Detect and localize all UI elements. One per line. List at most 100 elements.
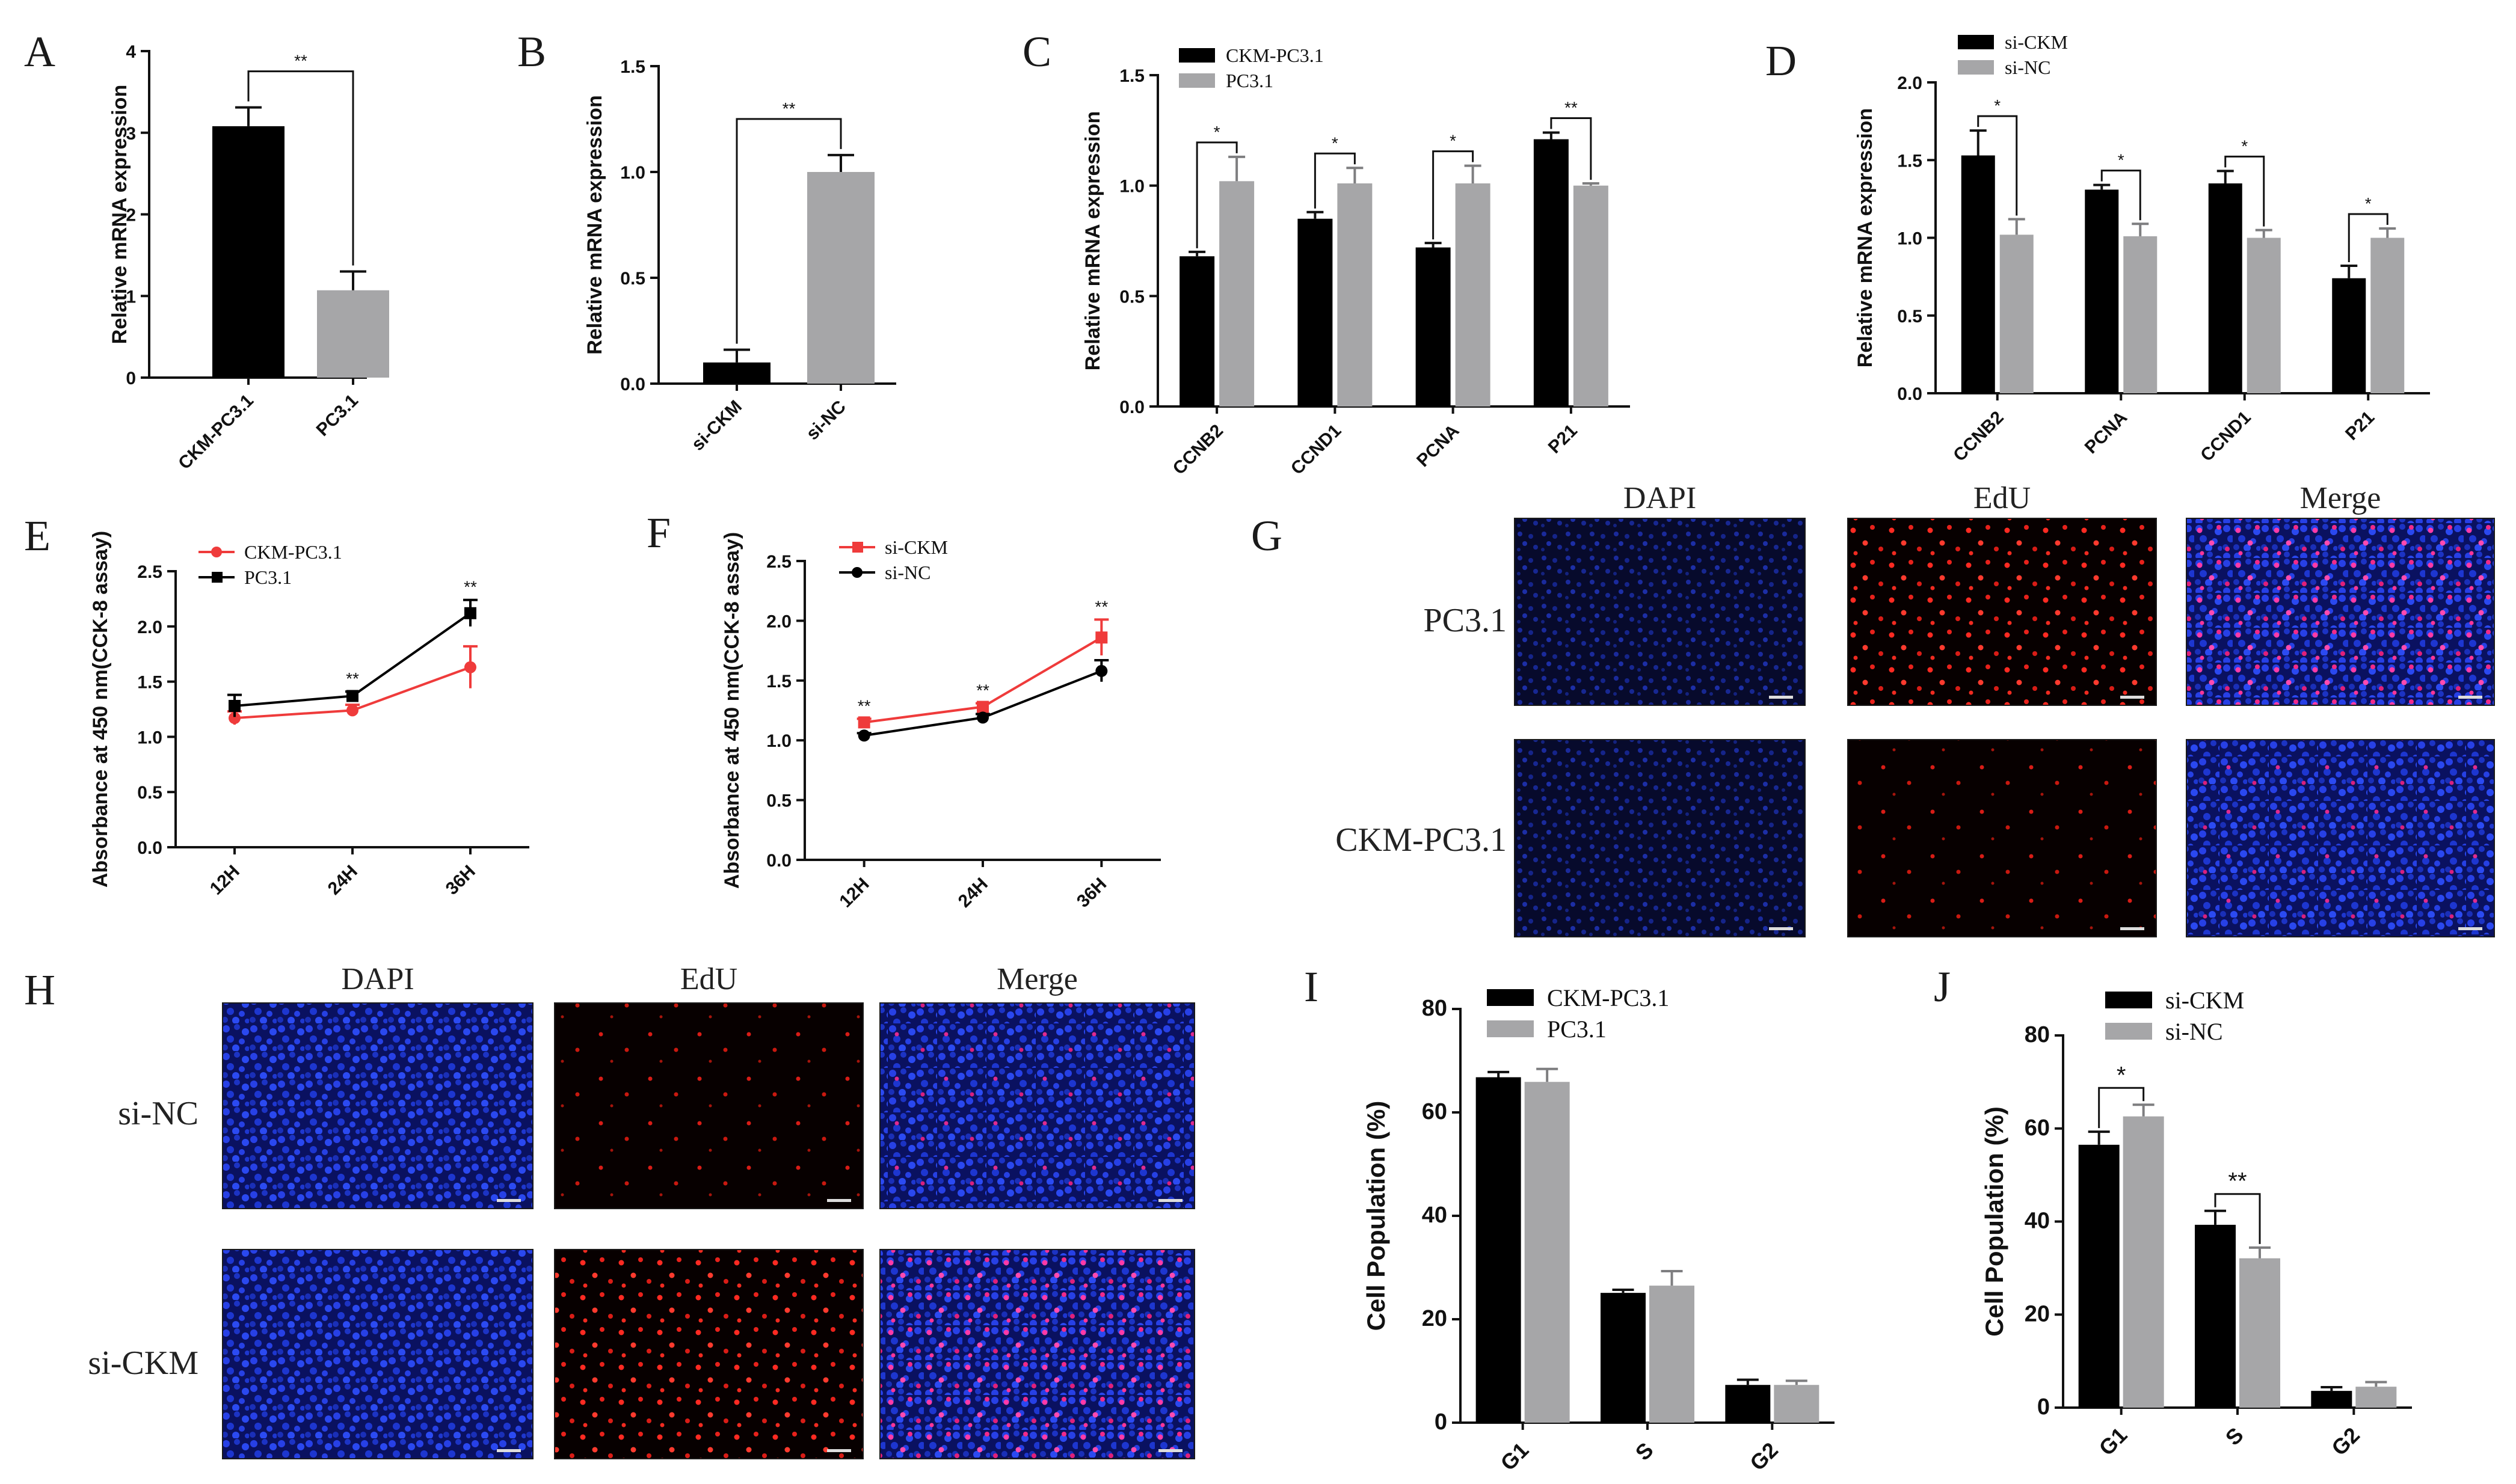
y-tick-label: 0.5 <box>766 791 792 811</box>
significance-label: * <box>1214 123 1220 141</box>
y-axis-title: Absorbance at 450 nm(CCK-8 assay) <box>89 531 112 888</box>
bar <box>1649 1286 1694 1423</box>
x-category-label: PCNA <box>1413 421 1463 471</box>
significance-label: ** <box>2228 1168 2247 1195</box>
legend-label: CKM-PC3.1 <box>1547 984 1669 1011</box>
x-category-label: CCNB2 <box>1169 421 1227 479</box>
significance-label: ** <box>783 99 796 118</box>
x-category-label: S <box>1631 1438 1658 1465</box>
bar <box>1455 183 1490 406</box>
x-category-label: CCNB2 <box>1949 408 2007 465</box>
y-tick-label: 1.5 <box>1897 151 1922 171</box>
y-tick-label: 0.5 <box>620 269 645 289</box>
bar <box>1725 1385 1771 1423</box>
significance-label: ** <box>1564 99 1578 117</box>
micrograph-image <box>222 1002 534 1209</box>
data-point <box>464 661 476 673</box>
data-point <box>1095 664 1108 677</box>
y-tick-label: 2.0 <box>1897 73 1922 93</box>
bar <box>2355 1387 2397 1408</box>
micrograph-column-header: Merge <box>997 962 1078 996</box>
y-tick-label: 40 <box>2025 1209 2050 1234</box>
y-tick-label: 0 <box>126 369 136 388</box>
data-point <box>464 607 476 619</box>
bar <box>212 126 285 378</box>
significance-label: ** <box>858 696 871 715</box>
significance-bracket <box>2100 170 2141 221</box>
y-tick-label: 3 <box>126 124 136 144</box>
y-axis-title: Absorbance at 450 nm(CCK-8 assay) <box>721 532 743 889</box>
y-tick-label: 0.0 <box>620 375 645 394</box>
scale-bar <box>2120 696 2144 699</box>
data-point <box>346 690 358 702</box>
significance-label: * <box>1332 133 1338 152</box>
y-tick-label: 1 <box>126 287 136 307</box>
legend-label: si-CKM <box>2165 987 2244 1014</box>
y-tick-label: 60 <box>2025 1115 2050 1141</box>
legend-label: CKM-PC3.1 <box>1226 44 1324 66</box>
micrograph-image <box>2186 518 2495 706</box>
x-category-label: S <box>2221 1423 2248 1450</box>
panel-label: I <box>1304 963 1318 1011</box>
bar <box>1999 235 2034 393</box>
bar <box>1297 218 1333 406</box>
bar <box>2085 189 2119 393</box>
micrograph-panel-H: H DAPI EdU Merge si-NC si-CKM <box>24 962 1195 1459</box>
micrograph-image <box>1514 739 1806 937</box>
significance-label: ** <box>294 52 307 70</box>
bar <box>703 362 770 384</box>
significance-label: ** <box>976 681 989 700</box>
bar <box>1219 181 1255 406</box>
bar <box>2370 238 2405 393</box>
legend-label: PC3.1 <box>244 566 292 588</box>
legend-swatch <box>2105 1023 2152 1040</box>
significance-label: * <box>2118 151 2124 170</box>
micrograph-row-label: PC3.1 <box>1424 602 1507 639</box>
significance-bracket <box>2224 155 2265 227</box>
y-tick-label: 0.0 <box>1119 397 1145 417</box>
significance-bracket <box>1196 141 1238 248</box>
legend-label: si-CKM <box>885 536 948 558</box>
legend-marker <box>852 542 863 553</box>
micrograph-column-header: EdU <box>680 962 737 996</box>
y-tick-label: 0.0 <box>137 838 162 858</box>
bar <box>1961 155 1995 393</box>
y-axis-title: Cell Population (%) <box>1362 1101 1390 1331</box>
scale-bar <box>2120 927 2144 930</box>
x-category-label: G2 <box>1745 1438 1783 1476</box>
scale-bar <box>1769 696 1793 699</box>
chart-panel-I: 0 20 40 60 80 Cell Population (%) I G1 S G2 CKM-PC… <box>1304 963 1835 1476</box>
significance-bracket <box>736 118 842 344</box>
bar <box>317 290 389 378</box>
y-tick-label: 1.0 <box>137 728 162 747</box>
y-tick-label: 1.5 <box>620 57 645 77</box>
y-tick-label: 1.0 <box>620 163 645 183</box>
data-point <box>858 716 870 729</box>
panel-label: A <box>24 28 55 76</box>
chart-panel-F: 0.0 0.5 1.0 1.5 2.0 2.5 Absorbance at 450 nm(C… <box>647 509 1161 912</box>
significance-bracket <box>1977 115 2018 216</box>
legend-label: si-NC <box>2005 57 2050 78</box>
y-tick-label: 1.0 <box>1119 177 1145 197</box>
scale-bar <box>827 1199 851 1202</box>
y-tick-label: 1.5 <box>766 672 792 691</box>
y-tick-label: 1.0 <box>1897 229 1922 249</box>
micrograph-row-label: CKM-PC3.1 <box>1335 821 1507 859</box>
scale-bar <box>827 1449 851 1452</box>
y-tick-label: 1.5 <box>137 673 162 693</box>
bar <box>2311 1391 2352 1408</box>
bar <box>1180 256 1215 406</box>
x-category-label: si-CKM <box>688 397 746 455</box>
micrograph-column-header: DAPI <box>341 962 414 996</box>
chart-panel-C: 0.0 0.5 1.0 1.5 Relative mRNA expression C CCN… <box>1023 28 1630 479</box>
bar <box>1601 1293 1646 1423</box>
significance-bracket <box>1314 152 1356 209</box>
legend-label: si-CKM <box>2005 31 2068 53</box>
micrograph-image <box>1514 518 1806 706</box>
micrograph-image <box>222 1249 534 1459</box>
micrograph-image <box>879 1002 1195 1209</box>
data-point <box>229 712 241 725</box>
micrograph-column-header: EdU <box>1973 481 2031 515</box>
y-tick-label: 60 <box>1422 1099 1447 1124</box>
